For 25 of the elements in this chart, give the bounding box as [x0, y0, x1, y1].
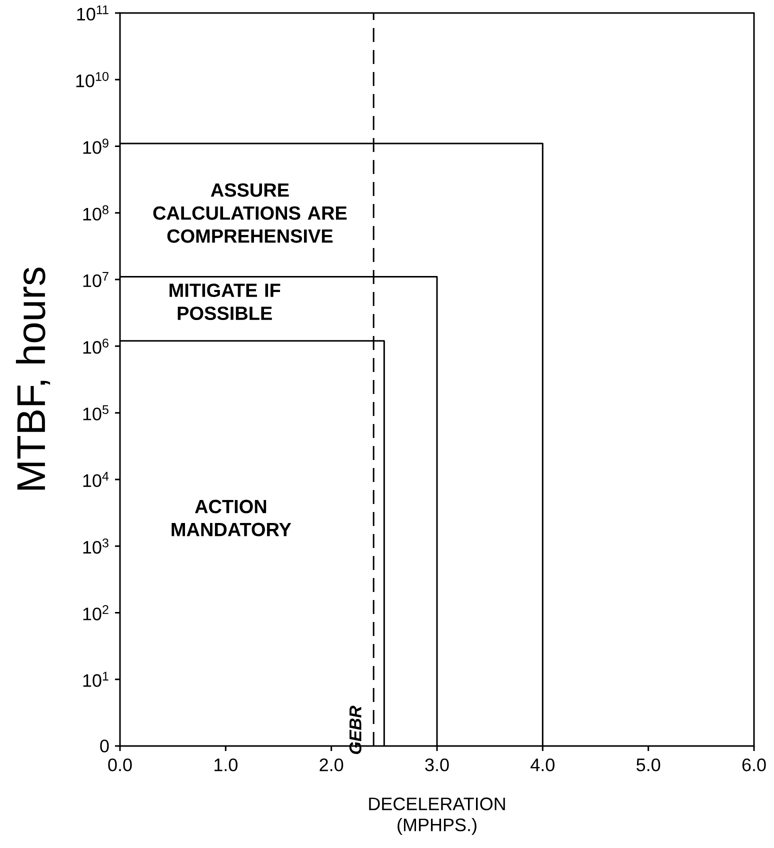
y-tick-label: 10$^{5}$: [83, 405, 108, 420]
x-tick-label: 2.0: [320, 758, 344, 772]
annotation: ASSURE CALCULATIONS ARE COMPREHENSIVE: [153, 183, 347, 243]
ref-line-label: GEBR: [349, 706, 362, 754]
x-tick-label: 4.0: [530, 758, 554, 772]
y-tick-label: 0: [100, 740, 109, 752]
y-tick-label: 10$^{11}$: [77, 5, 108, 21]
y-tick-label: 10$^{1}$: [83, 672, 108, 687]
x-axis-title: DECELERATION (MPHPS.): [369, 798, 505, 835]
y-tick-label: 10$^{8}$: [83, 205, 108, 221]
annotation: MITIGATE IF POSSIBLE: [170, 284, 280, 320]
x-tick-label: 5.0: [636, 758, 660, 772]
y-tick-label: 10$^{6}$: [83, 338, 108, 354]
y-axis-title: MTBF, hours: [16, 268, 50, 490]
y-tick-label: 10$^{3}$: [83, 538, 108, 554]
y-tick-label: 10$^{4}$: [83, 472, 109, 487]
y-tick-label: 10$^{10}$: [76, 72, 108, 88]
x-tick-label: 6.0: [742, 758, 766, 772]
x-tick-label: 3.0: [425, 758, 449, 772]
y-tick-label: 10$^{2}$: [83, 605, 108, 620]
y-tick-label: 10$^{7}$: [83, 272, 108, 288]
y-tick-label: 10$^{9}$: [83, 138, 108, 154]
x-tick-label: 0.0: [108, 758, 132, 772]
x-tick-label: 1.0: [214, 758, 238, 772]
annotation: ACTION MANDATORY: [172, 500, 292, 536]
